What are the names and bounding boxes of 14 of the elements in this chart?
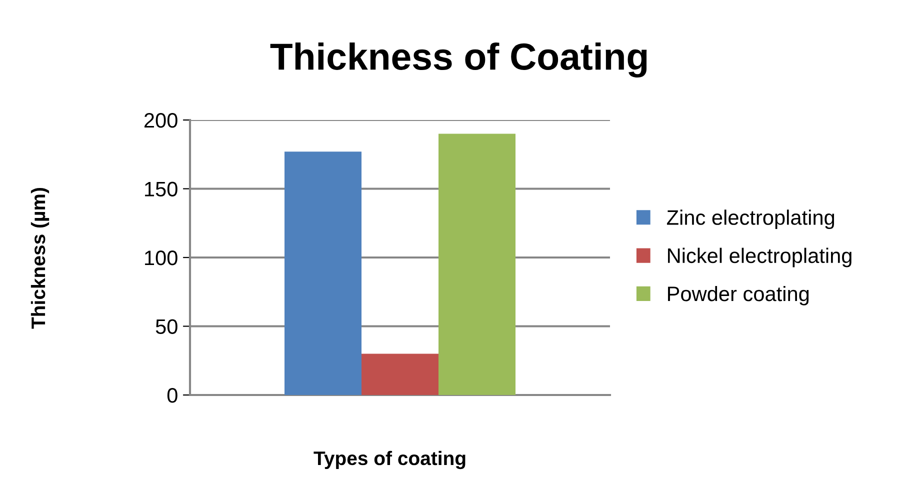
y-axis-title: Thickness (µm) (30, 188, 50, 329)
y-tick-label: 50 (156, 319, 178, 334)
bar (362, 354, 438, 395)
bar (438, 134, 516, 395)
y-tick-label: 0 (167, 388, 178, 403)
x-axis-title: Types of coating (314, 450, 466, 470)
legend-label: Zinc electroplating (666, 210, 834, 230)
chart-title: Thickness of Coating (270, 42, 647, 78)
legend-label: Nickel electroplating (668, 248, 852, 268)
bar (284, 152, 362, 395)
legend-label: Powder coating (668, 286, 809, 306)
y-tick-label: 150 (145, 182, 178, 197)
y-tick-label: 200 (144, 113, 178, 128)
y-tick-label: 100 (145, 250, 178, 266)
